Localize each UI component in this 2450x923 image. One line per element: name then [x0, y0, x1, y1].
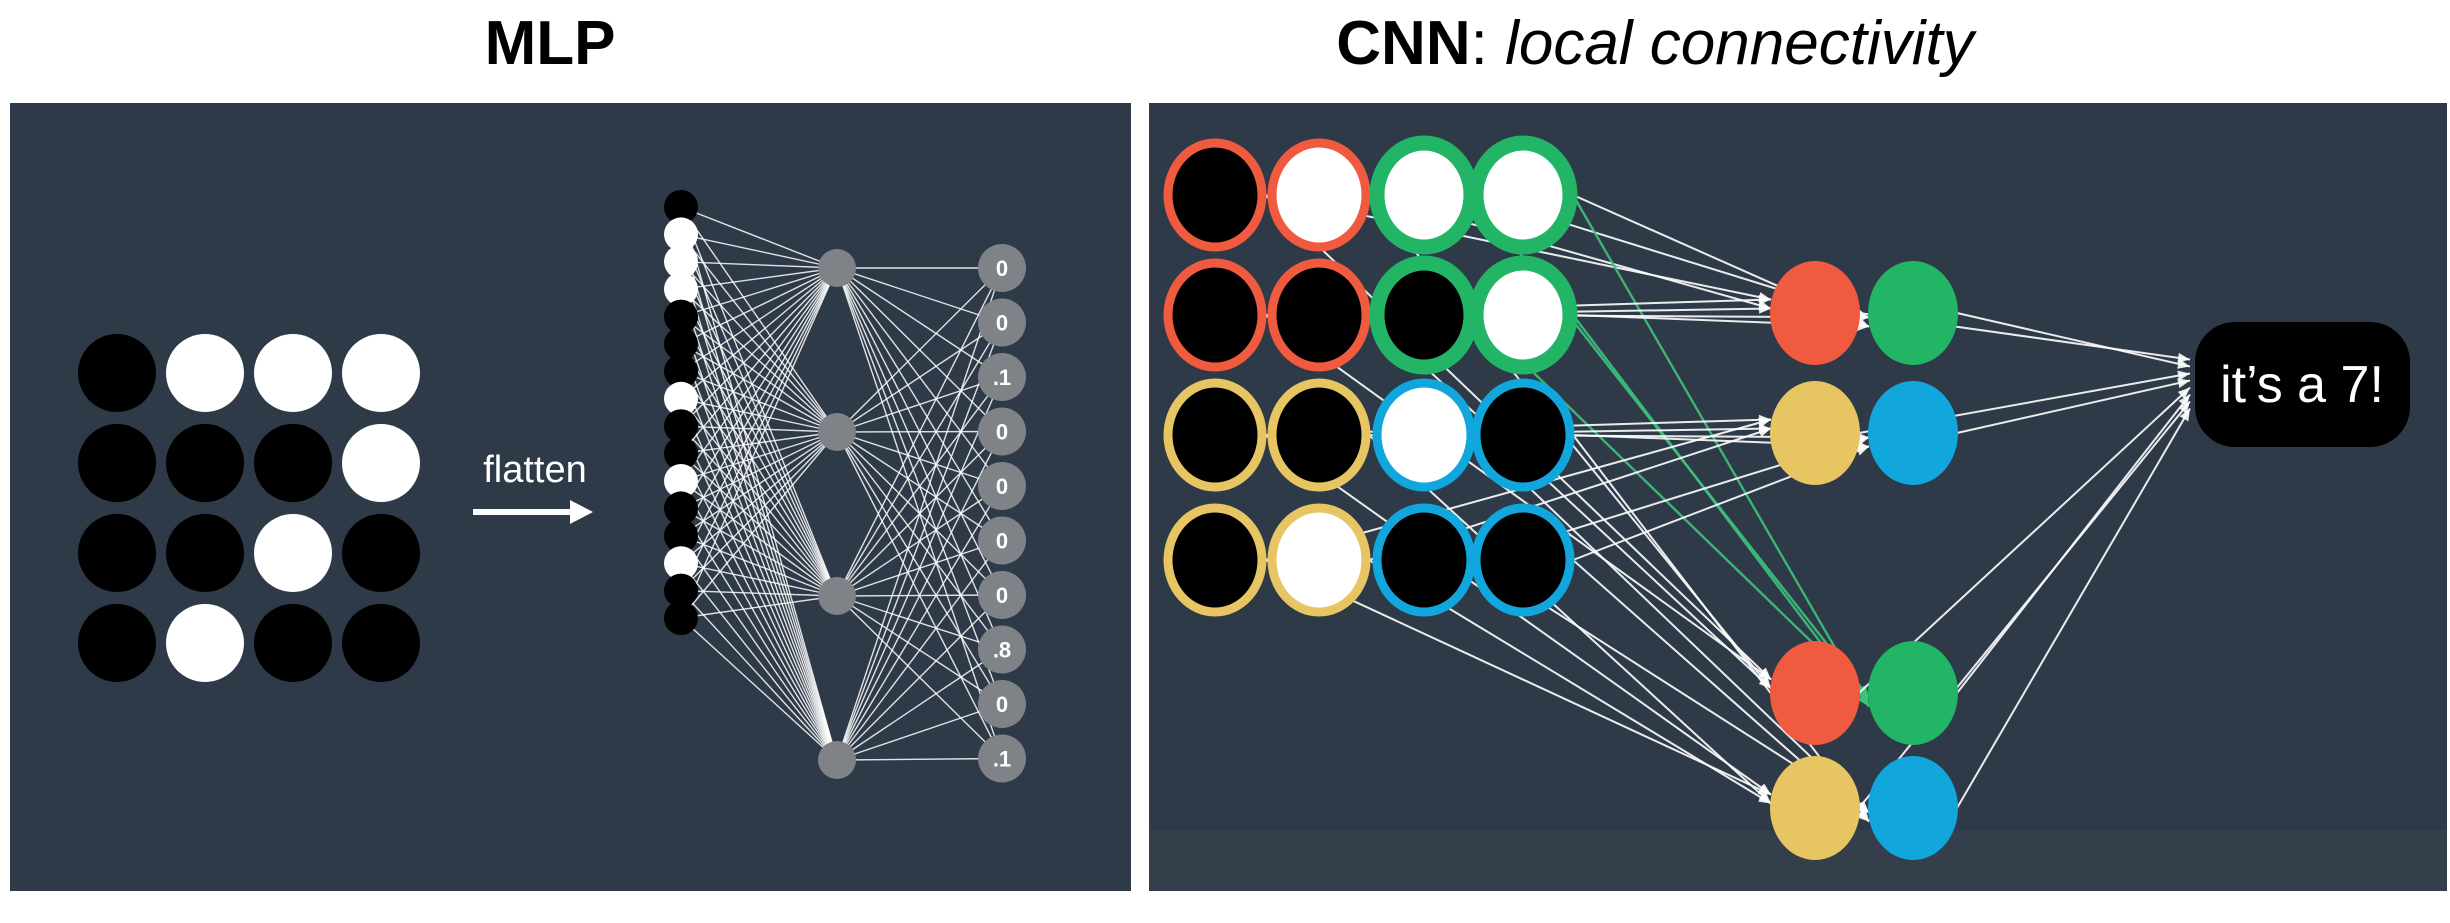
mlp-pixel-3-3: [342, 604, 420, 682]
mlp-input-image: [78, 334, 420, 682]
mlp-hidden-node-1: [818, 413, 856, 451]
mlp-input-node-7: [664, 381, 698, 416]
cnn-hidden-node-yellow-bottom: [1770, 756, 1860, 860]
mlp-output-value-5: 0: [996, 529, 1008, 554]
mlp-output-node-5: [978, 516, 1026, 565]
mlp-input-node-2: [664, 244, 698, 279]
mlp-input-node-1: [664, 217, 698, 252]
mlp-output-value-7: .8: [993, 638, 1011, 663]
mlp-pixel-2-0: [78, 514, 156, 592]
cnn-title-italic: local connectivity: [1505, 9, 1978, 78]
mlp-output-value-9: .1: [993, 747, 1011, 772]
cnn-title-colon: :: [1471, 9, 1488, 78]
mlp-pixel-3-0: [78, 604, 156, 682]
cnn-hidden-node-green-top: [1868, 261, 1958, 365]
mlp-pixel-1-1: [166, 424, 244, 502]
mlp-output-node-6: [978, 571, 1026, 619]
mlp-output-node-3: [978, 407, 1026, 456]
mlp-input-node-12: [664, 518, 698, 553]
mlp-pixel-3-2: [254, 604, 332, 682]
mlp-input-node-4: [664, 299, 698, 334]
cnn-hidden-node-blue-bottom: [1868, 756, 1958, 860]
cnn-pixel-1-3: [1468, 255, 1578, 375]
cnn-hidden-node-red-bottom: [1770, 641, 1860, 745]
mlp-input-node-9: [664, 436, 698, 471]
cnn-pixel-0-1: [1267, 138, 1371, 252]
mlp-pixel-2-1: [166, 514, 244, 592]
mlp-input-node-8: [664, 409, 698, 444]
mlp-input-node-10: [664, 464, 698, 498]
cnn-hidden-node-green-bottom: [1868, 641, 1958, 745]
cnn-output-label: it’s a 7!: [2220, 356, 2384, 414]
mlp-title: MLP: [485, 9, 616, 78]
cnn-pixel-1-1: [1267, 258, 1371, 372]
mlp-pixel-0-0: [78, 334, 156, 412]
cnn-hidden-node-blue-top: [1868, 381, 1958, 485]
cnn-output-box: it’s a 7!: [2195, 322, 2410, 447]
flatten-label: flatten: [483, 449, 587, 491]
mlp-input-node-0: [664, 190, 698, 224]
cnn-pixel-2-2: [1372, 378, 1476, 492]
mlp-input-node-5: [664, 327, 698, 361]
mlp-output-node-0: [978, 244, 1026, 292]
mlp-pixel-2-3: [342, 514, 420, 592]
cnn-pixel-2-3: [1471, 378, 1575, 492]
mlp-network: 0 0 .1 0 0 0 0 .8 0 .1: [664, 190, 1026, 783]
mlp-input-node-3: [664, 272, 698, 307]
mlp-output-value-2: .1: [993, 365, 1011, 390]
mlp-output-node-7: [978, 625, 1026, 674]
mlp-pixel-0-2: [254, 334, 332, 412]
mlp-output-node-2: [978, 353, 1026, 401]
mlp-input-node-13: [664, 546, 698, 581]
cnn-pixel-0-3: [1468, 135, 1578, 255]
cnn-network: [1163, 135, 1958, 860]
cnn-pixel-3-2: [1372, 503, 1476, 617]
mlp-pixel-2-2: [254, 514, 332, 592]
mlp-output-node-4: [978, 462, 1026, 510]
cnn-pixel-0-0: [1163, 138, 1267, 252]
cnn-pixel-3-0: [1163, 503, 1267, 617]
mlp-hidden-node-3: [818, 741, 856, 779]
mlp-connections: [680, 206, 1003, 761]
flatten-arrow: [473, 500, 593, 524]
mlp-hidden-node-0: [818, 249, 856, 287]
cnn-pixel-2-0: [1163, 378, 1267, 492]
mlp-pixel-1-3: [342, 424, 420, 502]
mlp-pixel-0-1: [166, 334, 244, 412]
mlp-output-value-3: 0: [996, 420, 1008, 445]
mlp-output-value-0: 0: [996, 256, 1008, 281]
mlp-output-node-1: [978, 298, 1026, 347]
mlp-pixel-1-0: [78, 424, 156, 502]
cnn-hidden-node-yellow-top: [1770, 381, 1860, 485]
cnn-pixel-1-0: [1163, 258, 1267, 372]
cnn-pixel-0-2: [1369, 135, 1479, 255]
mlp-output-value-4: 0: [996, 474, 1008, 499]
mlp-output-node-9: [978, 734, 1026, 783]
cnn-hidden-node-red-top: [1770, 261, 1860, 365]
cnn-title-bold: CNN: [1336, 9, 1470, 78]
mlp-input-node-14: [664, 573, 698, 608]
mlp-output-node-8: [978, 680, 1026, 728]
mlp-input-node-15: [664, 601, 698, 635]
mlp-pixel-3-1: [166, 604, 244, 682]
mlp-hidden-node-2: [818, 577, 856, 615]
mlp-output-value-6: 0: [996, 583, 1008, 608]
mlp-pixel-0-3: [342, 334, 420, 412]
mlp-output-value-1: 0: [996, 311, 1008, 336]
cnn-pixel-2-1: [1267, 378, 1371, 492]
cnn-pixel-1-2: [1369, 255, 1479, 375]
mlp-panel: [10, 103, 1131, 891]
cnn-pixel-3-3: [1471, 503, 1575, 617]
mlp-input-node-6: [664, 354, 698, 389]
mlp-input-node-11: [664, 491, 698, 526]
mlp-pixel-1-2: [254, 424, 332, 502]
cnn-pixel-3-1: [1267, 503, 1371, 617]
cnn-title: CNN: local connectivity: [1336, 9, 1977, 78]
mlp-output-value-8: 0: [996, 692, 1008, 717]
